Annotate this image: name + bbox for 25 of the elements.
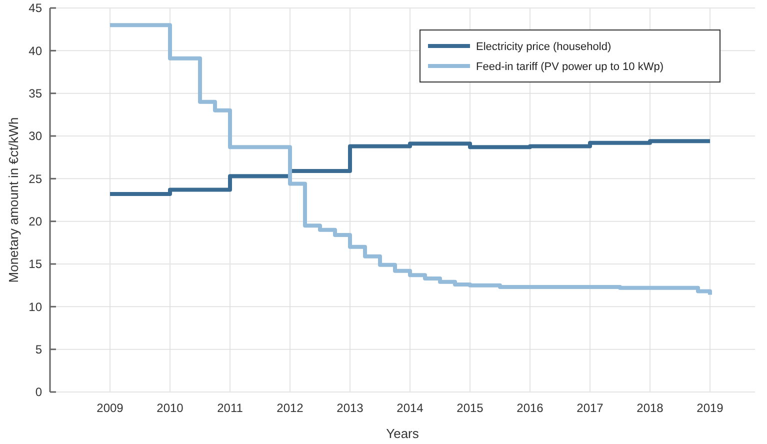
y-tick-label: 0	[35, 385, 42, 400]
y-tick-label: 5	[35, 342, 42, 357]
x-tick-label: 2010	[156, 401, 184, 415]
legend-label: Feed-in tariff (PV power up to 10 kWp)	[476, 60, 664, 73]
x-tick-label: 2009	[96, 401, 124, 415]
x-tick-label: 2016	[516, 401, 544, 415]
y-axis-title: Monetary amount in €ct/kWh	[6, 117, 21, 283]
y-tick-label: 30	[28, 129, 42, 144]
x-tick-label: 2019	[696, 401, 724, 415]
y-tick-label: 25	[28, 172, 42, 186]
y-tick-label: 40	[28, 44, 42, 58]
y-tick-label: 45	[28, 1, 42, 16]
y-tick-label: 20	[28, 214, 42, 229]
y-tick-label: 10	[28, 300, 42, 314]
x-tick-label: 2013	[336, 401, 364, 415]
y-tick-label: 15	[28, 257, 42, 272]
x-tick-label: 2014	[396, 401, 424, 415]
x-tick-label: 2017	[576, 401, 604, 415]
x-tick-label: 2011	[217, 401, 244, 415]
x-axis-title: Years	[386, 426, 420, 441]
x-tick-label: 2012	[276, 401, 304, 415]
y-tick-label: 35	[28, 86, 42, 101]
legend-label: Electricity price (household)	[476, 40, 612, 53]
x-tick-label: 2018	[636, 401, 664, 415]
x-tick-label: 2015	[456, 401, 484, 415]
